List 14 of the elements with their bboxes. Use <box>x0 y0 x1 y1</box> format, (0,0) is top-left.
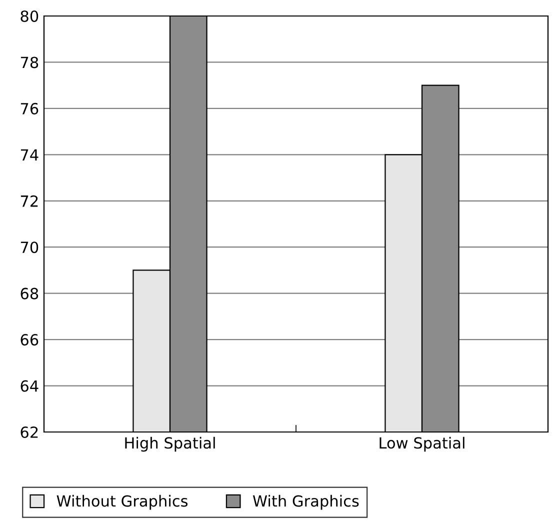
y-tick-label: 78 <box>20 56 38 68</box>
legend-label: Without Graphics <box>56 494 188 510</box>
y-tick-label: 68 <box>20 288 38 300</box>
y-tick-label: 80 <box>20 10 38 22</box>
y-tick-label: 72 <box>20 195 38 207</box>
x-tick-label: Low Spatial <box>380 436 464 452</box>
y-tick-label: 66 <box>20 334 38 346</box>
y-tick-label: 64 <box>20 380 38 392</box>
legend-label: With Graphics <box>252 494 359 510</box>
x-tick-label: High Spatial <box>125 436 215 452</box>
y-tick-label: 62 <box>20 426 38 438</box>
y-tick-label: 74 <box>20 149 38 160</box>
y-tick-label: 76 <box>20 102 38 114</box>
y-tick-label: 70 <box>20 242 38 254</box>
